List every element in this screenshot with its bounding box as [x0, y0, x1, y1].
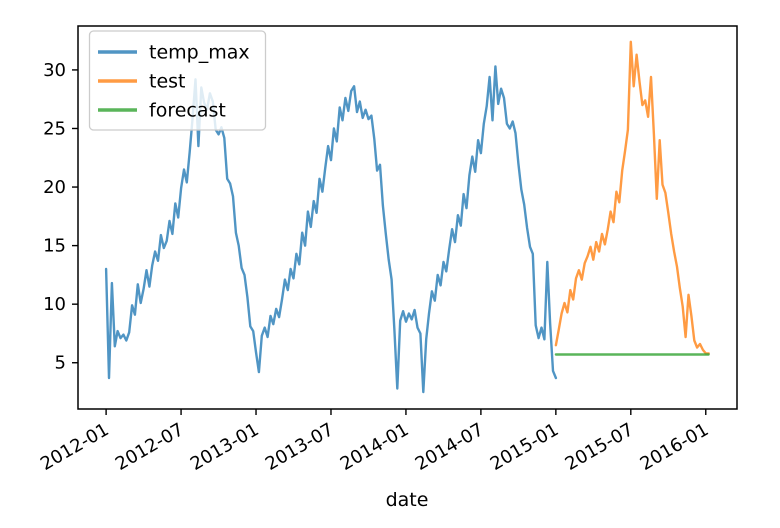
x-tick-label: 2012-07 [112, 419, 188, 475]
y-tick-label: 10 [43, 294, 66, 315]
axes-spines [77, 25, 738, 410]
legend-label-temp_max: temp_max [149, 42, 250, 64]
series-line-temp_max [104, 65, 558, 394]
x-tick-label: 2014-01 [337, 419, 413, 475]
y-tick-label: 20 [43, 177, 66, 198]
x-axis: 2012-01 2012-07 2013-01 2013-07 2014-01 2014-… [37, 409, 712, 475]
series-line-test [554, 40, 710, 355]
x-tick-label: 2014-07 [412, 419, 488, 475]
y-tick-label: 15 [43, 236, 66, 257]
y-tick-label: 30 [43, 60, 66, 81]
x-tick-label: 2015-01 [487, 419, 563, 475]
x-tick-label: 2015-07 [562, 419, 638, 475]
y-axis: 5 10 15 20 25 30 [43, 60, 78, 374]
x-tick-label: 2012-01 [37, 419, 113, 475]
x-tick-label: 2013-01 [187, 419, 263, 475]
x-tick-label: 2013-07 [262, 419, 338, 475]
x-axis-label: date [386, 489, 429, 511]
x-tick-label: 2016-01 [637, 419, 713, 475]
legend-label-forecast: forecast [149, 100, 226, 122]
y-tick-label: 25 [43, 118, 66, 139]
legend-label-test: test [149, 71, 186, 93]
legend-box [88, 30, 267, 131]
y-tick-label: 5 [55, 353, 66, 374]
series-group [104, 40, 710, 394]
